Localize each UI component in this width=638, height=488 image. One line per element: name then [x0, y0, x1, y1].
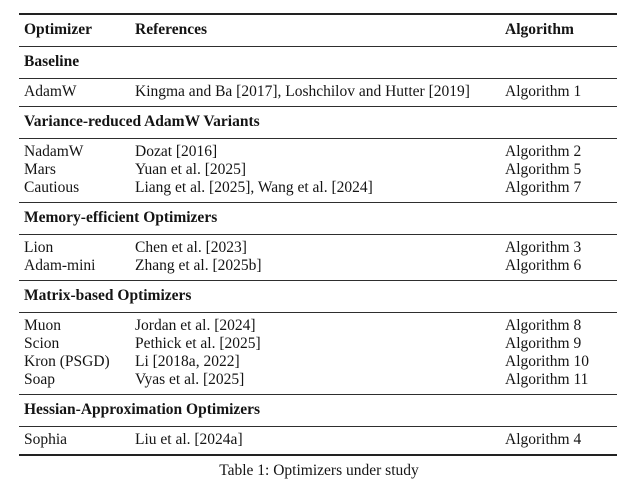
algorithm-cell: Algorithm 11 — [505, 371, 589, 388]
table-row: Sophia Liu et al. [2024a] Algorithm 4 — [19, 431, 617, 449]
table-header-row: Optimizer References Algorithm — [19, 15, 617, 46]
section-title: Baseline — [24, 53, 80, 70]
algorithm-cell: Algorithm 1 — [505, 83, 582, 100]
table-row: Soap Vyas et al. [2025] Algorithm 11 — [19, 371, 617, 389]
optimizer-cell: Cautious — [24, 179, 80, 196]
section-row-group: AdamW Kingma and Ba [2017], Loshchilov an… — [19, 78, 617, 106]
references-cell: Zhang et al. [2025b] — [135, 257, 262, 274]
table-row: Scion Pethick et al. [2025] Algorithm 9 — [19, 335, 617, 353]
references-cell: Pethick et al. [2025] — [135, 335, 261, 352]
section-header-row: Baseline — [19, 46, 617, 78]
column-header-algorithm: Algorithm — [505, 21, 574, 38]
section-header-row: Matrix-based Optimizers — [19, 280, 617, 312]
section-title: Hessian-Approximation Optimizers — [24, 401, 261, 418]
references-cell: Dozat [2016] — [135, 143, 218, 160]
optimizer-cell: Lion — [24, 239, 54, 256]
references-cell: Kingma and Ba [2017], Loshchilov and Hut… — [135, 83, 470, 100]
optimizer-cell: Scion — [24, 335, 60, 352]
table-row: Kron (PSGD) Li [2018a, 2022] Algorithm 10 — [19, 353, 617, 371]
references-cell: Liu et al. [2024a] — [135, 431, 243, 448]
optimizer-cell: Sophia — [24, 431, 68, 448]
optimizer-cell: Soap — [24, 371, 55, 388]
references-cell: Jordan et al. [2024] — [135, 317, 256, 334]
algorithm-cell: Algorithm 3 — [505, 239, 582, 256]
section-row-group: Lion Chen et al. [2023] Algorithm 3 Adam-mi… — [19, 234, 617, 280]
table-row: Cautious Liang et al. [2025], Wang et al.… — [19, 179, 617, 197]
table-row: Adam-mini Zhang et al. [2025b] Algorithm 6 — [19, 257, 617, 275]
optimizer-cell: Kron (PSGD) — [24, 353, 110, 370]
optimizer-cell: Muon — [24, 317, 62, 334]
references-cell: Liang et al. [2025], Wang et al. [2024] — [135, 179, 373, 196]
optimizer-cell: NadamW — [24, 143, 84, 160]
column-header-references: References — [135, 21, 208, 38]
section-header-row: Memory-efficient Optimizers — [19, 202, 617, 234]
optimizers-table: Optimizer References Algorithm Baseline A… — [19, 13, 617, 456]
optimizer-cell: AdamW — [24, 83, 77, 100]
references-cell: Yuan et al. [2025] — [135, 161, 247, 178]
table-row: NadamW Dozat [2016] Algorithm 2 — [19, 143, 617, 161]
optimizer-cell: Mars — [24, 161, 56, 178]
algorithm-cell: Algorithm 9 — [505, 335, 582, 352]
section-row-group: Sophia Liu et al. [2024a] Algorithm 4 — [19, 426, 617, 454]
table-row: Lion Chen et al. [2023] Algorithm 3 — [19, 239, 617, 257]
table-row: Muon Jordan et al. [2024] Algorithm 8 — [19, 317, 617, 335]
algorithm-cell: Algorithm 8 — [505, 317, 582, 334]
table-row: AdamW Kingma and Ba [2017], Loshchilov an… — [19, 83, 617, 101]
section-row-group: Muon Jordan et al. [2024] Algorithm 8 Scion… — [19, 312, 617, 394]
section-title: Matrix-based Optimizers — [24, 287, 192, 304]
algorithm-cell: Algorithm 10 — [505, 353, 589, 370]
algorithm-cell: Algorithm 5 — [505, 161, 582, 178]
table-caption: Table 1: Optimizers under study — [219, 462, 419, 479]
references-cell: Li [2018a, 2022] — [135, 353, 240, 370]
algorithm-cell: Algorithm 2 — [505, 143, 582, 160]
column-header-optimizer: Optimizer — [24, 21, 93, 38]
algorithm-cell: Algorithm 4 — [505, 431, 582, 448]
optimizer-cell: Adam-mini — [24, 257, 96, 274]
references-cell: Chen et al. [2023] — [135, 239, 247, 256]
section-header-row: Hessian-Approximation Optimizers — [19, 394, 617, 426]
section-row-group: NadamW Dozat [2016] Algorithm 2 Mars Yuan et… — [19, 138, 617, 202]
section-title: Variance-reduced AdamW Variants — [24, 113, 260, 130]
section-header-row: Variance-reduced AdamW Variants — [19, 106, 617, 138]
algorithm-cell: Algorithm 7 — [505, 179, 582, 196]
section-title: Memory-efficient Optimizers — [24, 209, 218, 226]
algorithm-cell: Algorithm 6 — [505, 257, 582, 274]
table-row: Mars Yuan et al. [2025] Algorithm 5 — [19, 161, 617, 179]
references-cell: Vyas et al. [2025] — [135, 371, 245, 388]
